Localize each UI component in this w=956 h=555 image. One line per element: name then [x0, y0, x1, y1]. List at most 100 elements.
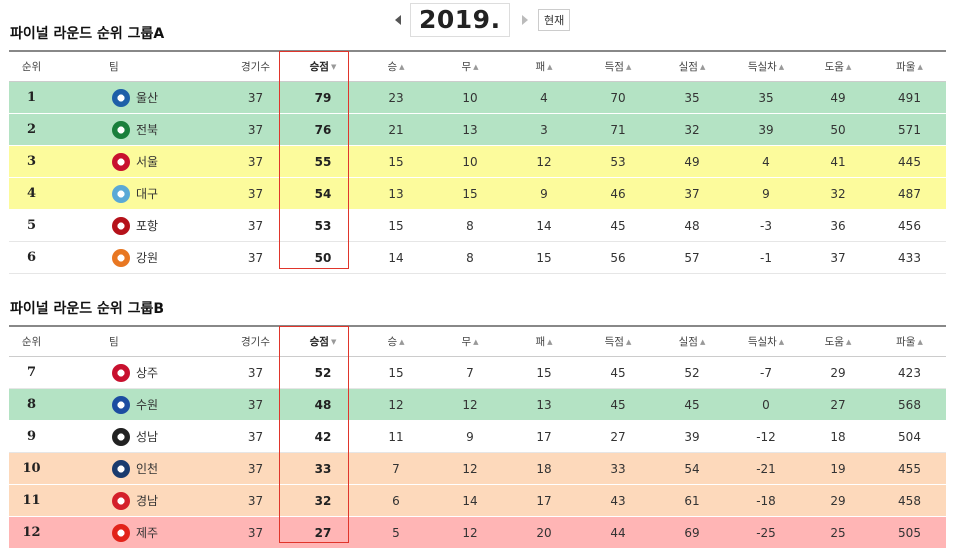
team-emblem-icon	[112, 459, 130, 478]
fouls-cell: 456	[873, 209, 946, 242]
rank-cell: 7	[9, 356, 54, 389]
team-link[interactable]: 포항	[54, 210, 224, 241]
wins-cell: 15	[359, 145, 433, 178]
fouls-cell: 491	[873, 81, 946, 114]
points-cell: 52	[287, 356, 359, 389]
played-cell: 37	[224, 209, 287, 242]
losses-cell: 15	[507, 241, 581, 274]
team-link[interactable]: 전북	[54, 114, 224, 145]
col-header-wins[interactable]: 승 ▲	[359, 326, 433, 357]
team-name: 인천	[136, 462, 159, 476]
rank-cell: 3	[9, 145, 54, 178]
col-header-goal-diff[interactable]: 득실차 ▲	[729, 326, 803, 357]
losses-cell: 18	[507, 452, 581, 485]
group-b-standings-table: 순위 팀 경기수 승점 ▼ 승 ▲ 무 ▲ 패 ▲ 득점 ▲ 실점 ▲ 득실차 ▲ 도움 ▲ 파…	[9, 325, 946, 549]
team-link[interactable]: 성남	[54, 421, 224, 452]
table-row: 11 경남 37 32 6 14 17 43 61 -18 29 458	[9, 484, 946, 517]
team-link[interactable]: 인천	[54, 453, 224, 484]
rank-cell: 12	[9, 516, 54, 549]
sort-asc-icon: ▲	[917, 63, 923, 71]
team-emblem-icon	[112, 88, 130, 107]
team-name: 강원	[136, 251, 159, 265]
sort-asc-icon: ▲	[399, 63, 405, 71]
col-header-points[interactable]: 승점 ▼	[287, 326, 359, 357]
points-cell: 50	[287, 241, 359, 274]
team-cell: 울산	[54, 81, 224, 114]
col-header-wins[interactable]: 승 ▲	[359, 51, 433, 82]
team-link[interactable]: 울산	[54, 82, 224, 113]
team-emblem-icon	[112, 152, 130, 171]
rank-cell: 1	[9, 81, 54, 114]
draws-cell: 8	[433, 209, 507, 242]
losses-cell: 14	[507, 209, 581, 242]
col-header-losses[interactable]: 패 ▲	[507, 51, 581, 82]
goals-against-cell: 54	[655, 452, 729, 485]
col-header-points[interactable]: 승점 ▼	[287, 51, 359, 82]
col-header-fouls[interactable]: 파울 ▲	[873, 51, 946, 82]
wins-cell: 13	[359, 177, 433, 210]
goals-against-cell: 61	[655, 484, 729, 517]
sort-asc-icon: ▲	[845, 63, 852, 71]
sort-asc-icon: ▲	[778, 338, 785, 346]
points-cell: 76	[287, 113, 359, 146]
draws-cell: 13	[433, 113, 507, 146]
sort-asc-icon: ▲	[399, 338, 405, 346]
team-link[interactable]: 상주	[54, 357, 224, 388]
points-cell: 54	[287, 177, 359, 210]
prev-season-arrow-icon[interactable]	[395, 15, 401, 25]
team-link[interactable]: 제주	[54, 517, 224, 548]
next-season-arrow-icon[interactable]	[521, 15, 528, 25]
table-row: 1 울산 37 79 23 10 4 70 35 35 49 491	[9, 81, 946, 114]
team-name: 성남	[136, 430, 159, 444]
col-header-draws[interactable]: 무 ▲	[433, 326, 507, 357]
rank-cell: 10	[9, 452, 54, 485]
standings-body: 7 상주 37 52 15 7 15 45 52 -7 29 423 8 수원 37 48 12 12 13 45 45…	[9, 356, 946, 549]
col-header-losses[interactable]: 패 ▲	[507, 326, 581, 357]
goals-for-cell: 45	[581, 356, 655, 389]
col-header-goals-against[interactable]: 실점 ▲	[655, 326, 729, 357]
goal-diff-cell: -25	[729, 516, 803, 549]
group-a-title: 파이널 라운드 순위 그룹A	[10, 26, 165, 42]
table-row: 3 서울 37 55 15 10 12 53 49 4 41 445	[9, 145, 946, 178]
points-cell: 32	[287, 484, 359, 517]
team-link[interactable]: 강원	[54, 242, 224, 273]
wins-cell: 23	[359, 81, 433, 114]
sort-asc-icon: ▲	[699, 338, 706, 346]
team-link[interactable]: 경남	[54, 485, 224, 516]
played-cell: 37	[224, 113, 287, 146]
points-cell: 79	[287, 81, 359, 114]
col-header-goal-diff[interactable]: 득실차 ▲	[729, 51, 803, 82]
losses-cell: 15	[507, 356, 581, 389]
group-b-title: 파이널 라운드 순위 그룹B	[10, 301, 165, 317]
table-row: 6 강원 37 50 14 8 15 56 57 -1 37 433	[9, 241, 946, 274]
table-row: 10 인천 37 33 7 12 18 33 54 -21 19 455	[9, 452, 946, 485]
col-header-goals-against[interactable]: 실점 ▲	[655, 51, 729, 82]
col-header-assists[interactable]: 도움 ▲	[803, 326, 873, 357]
fouls-cell: 505	[873, 516, 946, 549]
col-header-goals-for[interactable]: 득점 ▲	[581, 51, 655, 82]
played-cell: 37	[224, 484, 287, 517]
assists-cell: 25	[803, 516, 873, 549]
team-link[interactable]: 서울	[54, 146, 224, 177]
team-link[interactable]: 대구	[54, 178, 224, 209]
col-header-goals-for[interactable]: 득점 ▲	[581, 326, 655, 357]
col-header-fouls[interactable]: 파울 ▲	[873, 326, 946, 357]
col-header-draws[interactable]: 무 ▲	[433, 51, 507, 82]
fouls-cell: 455	[873, 452, 946, 485]
sort-asc-icon: ▲	[473, 63, 479, 71]
draws-cell: 12	[433, 452, 507, 485]
goals-for-cell: 56	[581, 241, 655, 274]
current-season-button[interactable]: 현재	[538, 9, 571, 31]
season-year: 2019.	[410, 3, 510, 37]
goals-against-cell: 52	[655, 356, 729, 389]
goals-against-cell: 48	[655, 209, 729, 242]
table-row: 2 전북 37 76 21 13 3 71 32 39 50 571	[9, 113, 946, 146]
wins-cell: 21	[359, 113, 433, 146]
goals-against-cell: 37	[655, 177, 729, 210]
fouls-cell: 458	[873, 484, 946, 517]
losses-cell: 20	[507, 516, 581, 549]
assists-cell: 49	[803, 81, 873, 114]
col-header-assists[interactable]: 도움 ▲	[803, 51, 873, 82]
sort-asc-icon: ▲	[547, 338, 553, 346]
team-link[interactable]: 수원	[54, 389, 224, 420]
